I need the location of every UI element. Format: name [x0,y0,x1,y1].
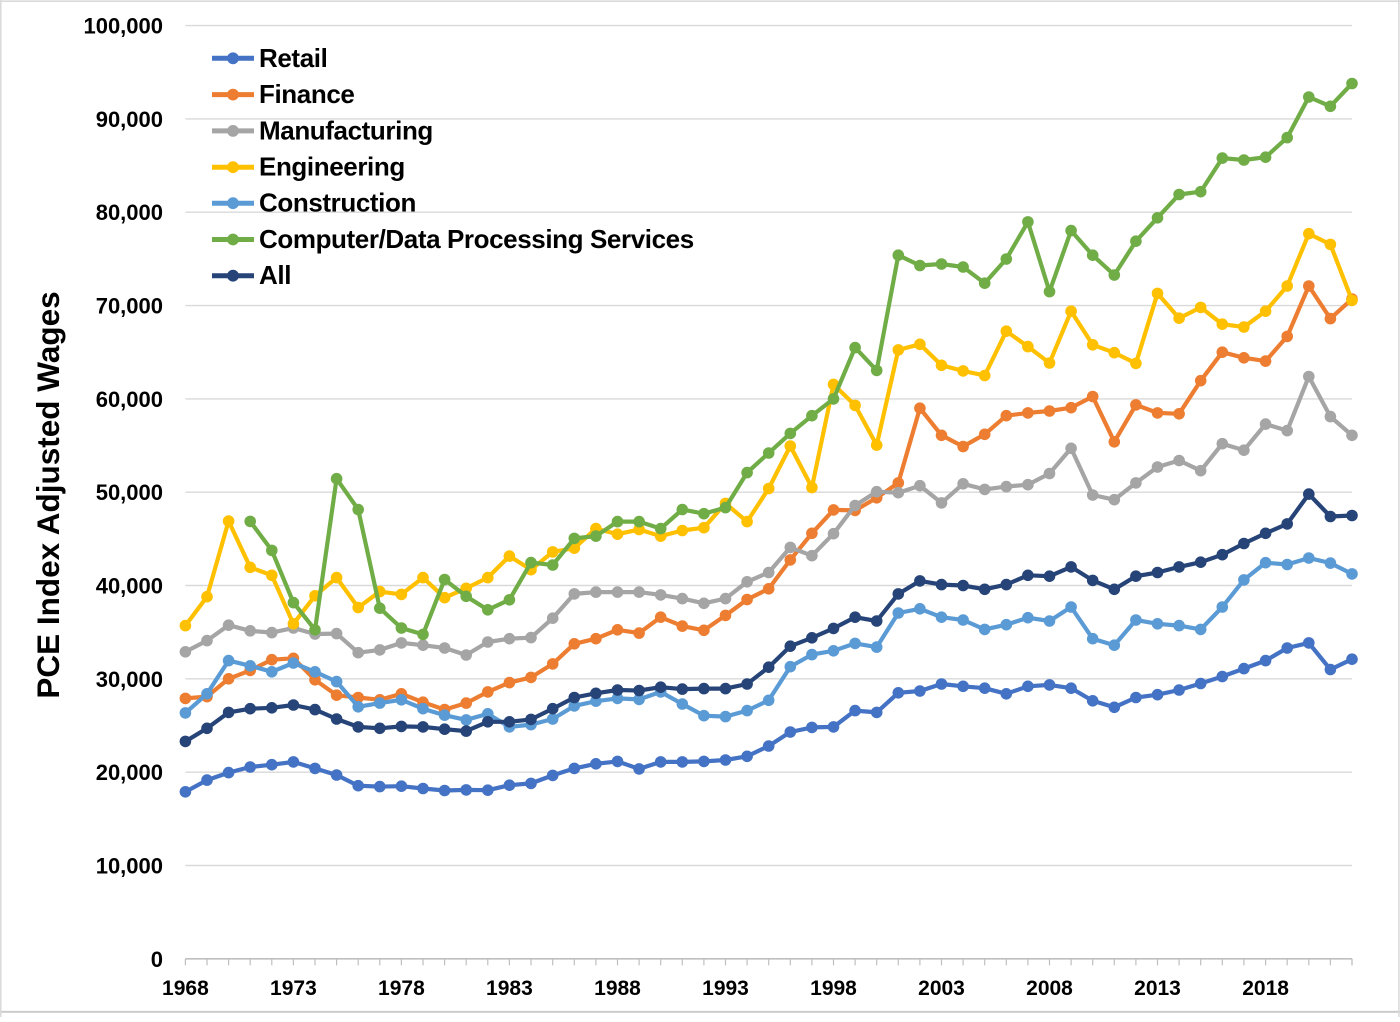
svg-text:Retail: Retail [259,43,327,73]
svg-text:30,000: 30,000 [96,667,163,692]
svg-text:50,000: 50,000 [96,480,163,505]
svg-text:1968: 1968 [162,977,209,1000]
svg-text:2013: 2013 [1134,977,1181,1000]
svg-text:Manufacturing: Manufacturing [259,115,433,145]
svg-text:80,000: 80,000 [96,200,163,225]
svg-text:10,000: 10,000 [96,854,163,879]
svg-text:20,000: 20,000 [96,760,163,785]
svg-text:60,000: 60,000 [96,387,163,412]
svg-text:1983: 1983 [486,977,533,1000]
svg-text:100,000: 100,000 [83,14,163,39]
svg-text:Engineering: Engineering [259,152,405,182]
svg-text:1988: 1988 [594,977,641,1000]
svg-text:Computer/Data Processing Servi: Computer/Data Processing Services [259,224,694,254]
svg-text:90,000: 90,000 [96,107,163,132]
svg-text:1993: 1993 [702,977,749,1000]
svg-text:2018: 2018 [1242,977,1289,1000]
svg-text:0: 0 [151,947,163,972]
svg-text:PCE Index Adjusted Wages: PCE Index Adjusted Wages [30,291,66,698]
svg-text:1978: 1978 [378,977,425,1000]
svg-text:70,000: 70,000 [96,294,163,319]
svg-text:2003: 2003 [918,977,965,1000]
svg-text:2008: 2008 [1026,977,1073,1000]
svg-text:1973: 1973 [270,977,317,1000]
svg-text:40,000: 40,000 [96,574,163,599]
svg-text:All: All [259,260,291,290]
svg-text:Finance: Finance [259,79,354,109]
svg-text:1998: 1998 [810,977,857,1000]
svg-text:Construction: Construction [259,188,416,218]
